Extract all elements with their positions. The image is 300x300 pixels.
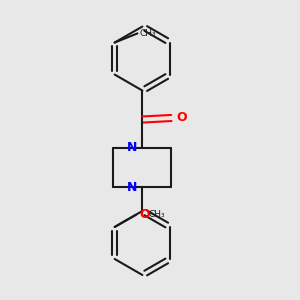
Text: N: N	[127, 181, 137, 194]
Text: N: N	[127, 141, 137, 154]
Text: O: O	[139, 208, 150, 221]
Text: CH₃: CH₃	[149, 210, 166, 219]
Text: O: O	[176, 112, 187, 124]
Text: CH₃: CH₃	[139, 29, 156, 38]
